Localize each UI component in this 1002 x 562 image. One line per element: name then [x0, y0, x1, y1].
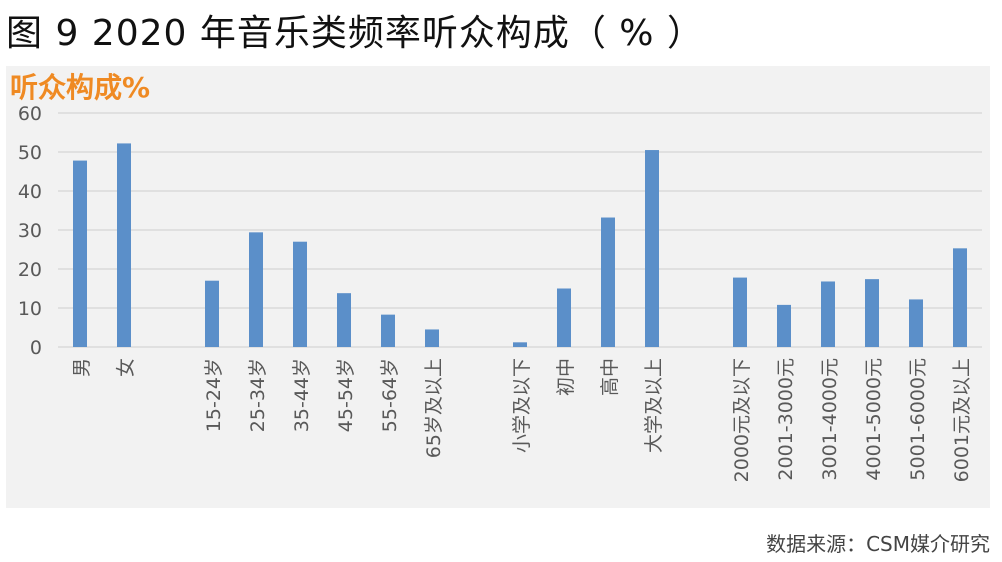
- x-tick-label: 15-24岁: [203, 358, 225, 432]
- bar: [865, 279, 879, 347]
- x-tick-label: 5001-6000元: [907, 358, 929, 481]
- bar: [249, 232, 263, 347]
- x-tick-label: 女: [115, 358, 137, 377]
- x-tick-label: 初中: [555, 358, 577, 396]
- x-tick-label: 3001-4000元: [819, 358, 841, 481]
- x-tick-label: 25-34岁: [247, 358, 269, 432]
- bar: [293, 241, 307, 347]
- x-tick-label: 2001-3000元: [775, 358, 797, 481]
- bar: [645, 150, 659, 347]
- y-tick-label: 40: [18, 181, 42, 203]
- bar: [337, 293, 351, 347]
- bar: [821, 281, 835, 347]
- bar: [909, 299, 923, 347]
- bar: [557, 288, 571, 347]
- x-tick-label: 65岁及以上: [423, 358, 445, 458]
- bar: [117, 143, 131, 347]
- bar: [73, 160, 87, 347]
- x-tick-label: 4001-5000元: [863, 358, 885, 481]
- x-tick-label: 高中: [599, 358, 621, 396]
- bar: [953, 248, 967, 347]
- x-tick-label: 45-54岁: [335, 358, 357, 432]
- y-tick-label: 0: [30, 337, 42, 359]
- bar: [777, 304, 791, 347]
- bar: [425, 329, 439, 347]
- y-tick-label: 60: [18, 103, 42, 125]
- y-tick-label: 10: [18, 298, 42, 320]
- bar: [733, 277, 747, 347]
- x-tick-label: 55-64岁: [379, 358, 401, 432]
- source-note: 数据来源：CSM媒介研究: [766, 532, 990, 556]
- x-tick-label: 6001元及以上: [951, 358, 973, 482]
- y-tick-label: 20: [18, 259, 42, 281]
- bar: [381, 314, 395, 347]
- x-tick-label: 大学及以上: [643, 358, 665, 453]
- x-tick-label: 小学及以下: [511, 358, 533, 453]
- bar: [513, 342, 527, 347]
- figure-title: 图 9 2020 年音乐类频率听众构成（ % ）: [6, 13, 704, 54]
- x-tick-label: 2000元及以下: [731, 358, 753, 482]
- x-tick-label: 35-44岁: [291, 358, 313, 432]
- y-tick-label: 50: [18, 142, 42, 164]
- bar: [601, 217, 615, 347]
- x-tick-label: 男: [71, 358, 93, 377]
- bar: [205, 280, 219, 347]
- y-tick-label: 30: [18, 220, 42, 242]
- y-axis-unit-label: 听众构成%: [10, 71, 151, 104]
